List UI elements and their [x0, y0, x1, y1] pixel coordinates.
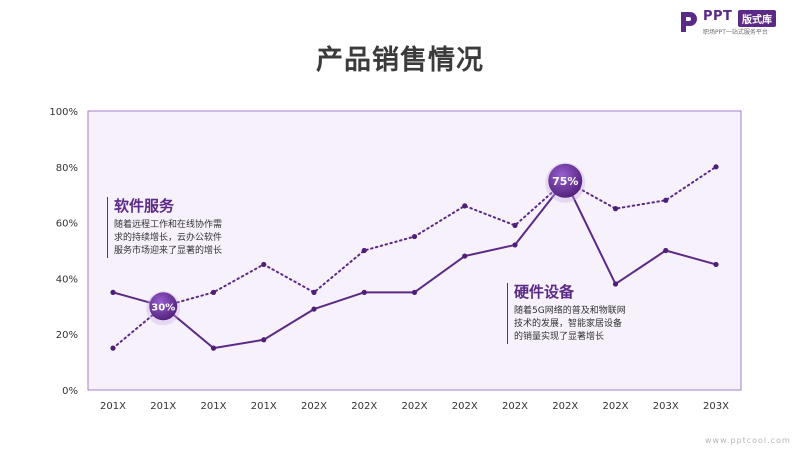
dotted-series-point: [713, 164, 719, 170]
dotted-series-point: [411, 233, 418, 240]
highlight-layer: 30% 75%: [146, 162, 586, 326]
solid-series-point: [462, 253, 468, 259]
annotation-line: 服务市场迎来了显著的增长: [114, 246, 223, 256]
annotation-line: 技术的发展，智能家居设备: [514, 319, 623, 329]
dotted-series-point: [210, 289, 217, 295]
x-tick-label: 202X: [301, 401, 327, 412]
page-title: 产品销售情况: [316, 45, 484, 76]
solid-series-point: [311, 306, 317, 312]
dotted-series-point: [512, 222, 518, 228]
x-tick-label: 201X: [201, 401, 227, 412]
dotted-series-point: [311, 289, 317, 295]
logo-badge: 版式库: [738, 10, 776, 27]
x-axis-ticks: 201X 201X 201X 201X 202X 202X 202X 202X 202X 202X…: [100, 401, 729, 412]
y-tick-label: 100%: [49, 107, 78, 118]
solid-series-point: [512, 242, 518, 248]
x-tick-label: 202X: [502, 401, 528, 412]
solid-series-point: [361, 289, 367, 295]
watermark: www.pptcool.com: [705, 436, 791, 445]
x-tick-label: 202X: [552, 401, 578, 412]
solid-series-point: [261, 337, 267, 343]
annotation-hardware-devices: 硬件设备 随着5G网络的普及和物联网 技术的发展，智能家居设备 的销量实现了显著…: [507, 283, 654, 344]
solid-series-point: [612, 281, 619, 287]
y-tick-label: 0%: [62, 386, 78, 397]
x-tick-label: 201X: [251, 401, 277, 412]
solid-series-point: [713, 261, 719, 268]
annotation-body: 随着5G网络的普及和物联网 技术的发展，智能家居设备 的销量实现了显著增长: [514, 305, 654, 344]
solid-series-point: [663, 247, 669, 254]
dotted-series-point: [261, 261, 267, 268]
solid-series-point: [110, 289, 116, 295]
annotation-body: 随着远程工作和在线协作需 求的持续增长，云办公软件 服务市场迎来了显著的增长: [114, 219, 254, 258]
highlight-bubble: [149, 292, 178, 321]
x-tick-label: 201X: [150, 401, 176, 412]
y-tick-label: 80%: [56, 163, 78, 174]
x-tick-label: 202X: [603, 401, 629, 412]
annotation-line: 随着5G网络的普及和物联网: [514, 306, 626, 316]
annotation-title: 软件服务: [114, 197, 175, 215]
x-tick-label: 201X: [100, 401, 126, 412]
highlight-label: 75%: [552, 175, 578, 188]
annotation-line: 求的持续增长，云办公软件: [114, 233, 223, 243]
annotation-line: 的销量实现了显著增长: [514, 332, 605, 342]
x-tick-label: 202X: [402, 401, 428, 412]
logo-brand-text: PPT: [703, 9, 733, 24]
y-axis-ticks: 0% 20% 40% 60% 80% 100%: [49, 107, 78, 397]
y-tick-label: 60%: [56, 219, 78, 230]
y-tick-label: 20%: [56, 330, 78, 341]
y-tick-label: 40%: [56, 274, 78, 285]
solid-series-point: [411, 289, 418, 295]
x-tick-label: 203X: [703, 401, 729, 412]
dotted-series-point: [663, 197, 669, 203]
x-tick-label: 203X: [653, 401, 679, 412]
plot-area: [87, 110, 742, 391]
highlight-label: 30%: [151, 302, 175, 313]
solid-series-point: [210, 345, 217, 351]
x-tick-label: 202X: [351, 401, 377, 412]
annotation-software-services: 软件服务 随着远程工作和在线协作需 求的持续增长，云办公软件 服务市场迎来了显著…: [107, 197, 254, 258]
dotted-series-point: [462, 203, 468, 209]
dotted-series-point: [612, 206, 619, 212]
highlight-bubble: [548, 163, 583, 198]
logo-p-icon: [681, 12, 697, 32]
annotation-title: 硬件设备: [514, 283, 575, 301]
annotation-line: 随着远程工作和在线协作需: [114, 220, 223, 230]
x-tick-label: 202X: [452, 401, 478, 412]
logo-tagline: 职场PPT一站式服务平台: [703, 29, 768, 36]
dotted-series-point: [110, 345, 116, 351]
dotted-series-point: [361, 247, 367, 254]
brand-logo: PPT 版式库 职场PPT一站式服务平台: [679, 8, 791, 38]
